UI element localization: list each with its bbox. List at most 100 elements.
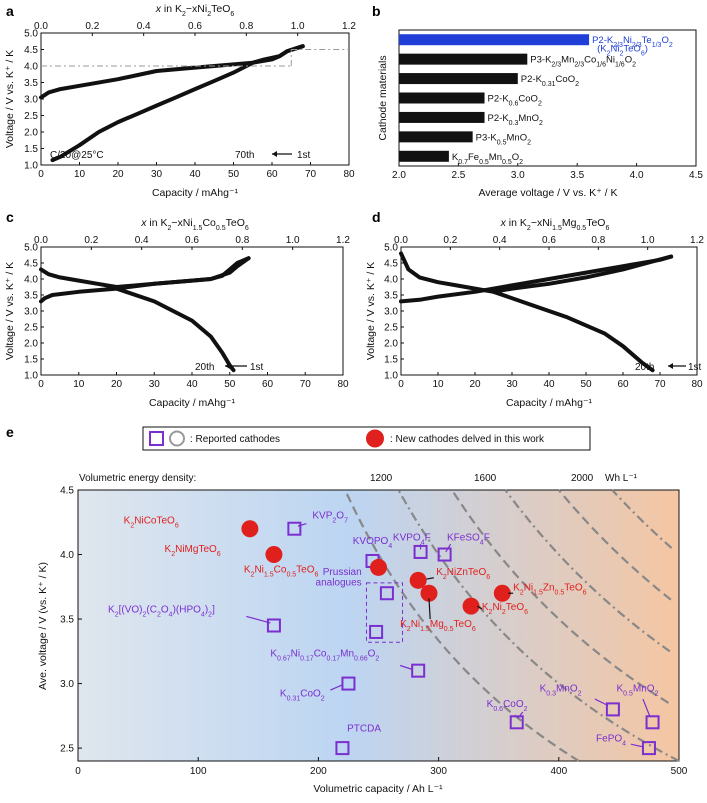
y-tick-label: 1.0 [24, 161, 38, 172]
new-cathode-label: K2Ni2TeO6 [482, 602, 528, 616]
panel-a: a x in K2−xNi2TeO6 0 10 20 30 40 50 60 70 800.0 0… [4, 3, 356, 199]
reported-label: KVPO4F [393, 532, 431, 546]
panel-d-label: d [372, 209, 381, 225]
new-cathode-leader [426, 577, 434, 580]
panel-a-xlabel: Capacity / mAhg⁻¹ [152, 187, 239, 199]
bar-1 [399, 53, 528, 65]
y-tick-label: 1.5 [24, 355, 38, 366]
panel-a-cycle-first: 1st [297, 150, 311, 161]
panel-e-xlabel: Volumetric capacity / Ah L⁻¹ [313, 783, 443, 795]
top-tick-label: 0.8 [591, 235, 605, 246]
discharge-curve [50, 44, 305, 163]
reported-marker [341, 676, 356, 691]
y-tick-label: 4.0 [24, 275, 38, 286]
prussian-label-2: analogues [316, 577, 362, 588]
x-tick-label: 80 [691, 379, 703, 390]
top-tick-label: 0.0 [394, 235, 408, 246]
top-tick-label: 0.0 [34, 235, 48, 246]
new-cathode-leader [428, 598, 431, 620]
x-tick-label: 4.0 [630, 170, 644, 181]
reported-marker [266, 618, 281, 633]
y-tick-label: 2.0 [384, 339, 398, 350]
y-tick-label: 2.0 [24, 339, 38, 350]
reported-leader [297, 522, 307, 527]
x-tick-label: 40 [543, 379, 555, 390]
reported-label: FePO4 [596, 734, 626, 748]
reported-marker [369, 624, 384, 639]
panel-e-ylabel: Ave. voltage / V (vs. K⁺ / K) [37, 562, 49, 690]
panel-a-top-label: x in K2−xNi2TeO6 [155, 3, 235, 18]
bar-label-0-alias: (K2Ni2TeO6) [597, 44, 648, 58]
panel-c: c x in K2−xNi1.5Co0.5TeO6 0 10 20 30 40 50 60 7… [4, 209, 350, 409]
new-cathode-marker [409, 571, 427, 589]
panel-d-cycle-first: 1st [688, 362, 702, 373]
energy-tick-1600: 1600 [474, 473, 497, 484]
panel-e: e : Reported cathodes : New cathodes del… [6, 424, 688, 795]
y-tick-label: 2.5 [60, 744, 74, 755]
legend-reported-text: : Reported cathodes [190, 434, 280, 445]
new-cathode-label: K2NiZnTeO6 [436, 567, 490, 581]
top-tick-label: 0.8 [235, 235, 249, 246]
panel-c-ylabel: Voltage / V vs. K⁺ / K [4, 262, 16, 360]
reported-leader [630, 743, 644, 748]
top-tick-label: 1.2 [690, 235, 704, 246]
new-cathode-label: K2Ni1.5Co0.5TeO6 [244, 565, 319, 579]
panel-c-label: c [6, 209, 14, 225]
discharge-tail-curve [491, 289, 655, 373]
cycle-arrow-head [272, 151, 277, 157]
x-tick-label: 80 [343, 169, 355, 180]
panel-c-top-label: x in K2−xNi1.5Co0.5TeO6 [140, 217, 249, 232]
panel-b-ylabel: Cathode materials [377, 55, 389, 140]
y-tick-label: 5.0 [24, 243, 38, 254]
new-cathode-label: K2Ni1.5Zn0.5TeO6 [513, 583, 587, 597]
y-tick-label: 3.0 [24, 95, 38, 106]
panel-d-plot: 0 10 20 30 40 50 60 70 80 0.0 0.2 0.4 0.6 0.8 1.0 1.2 1.… [384, 235, 704, 390]
energy-isoline [611, 489, 673, 549]
energy-isoline [451, 489, 670, 704]
reported-label: K0.5MnO2 [616, 683, 658, 697]
top-tick-label: 0.2 [443, 235, 457, 246]
top-tick-label: 0.2 [84, 235, 98, 246]
top-tick-label: 0.6 [188, 21, 202, 32]
y-tick-label: 3.0 [60, 679, 74, 690]
energy-isoline [504, 489, 671, 653]
x-tick-label: 70 [654, 379, 666, 390]
y-tick-label: 3.5 [384, 291, 398, 302]
y-tick-label: 4.0 [24, 62, 38, 73]
y-tick-label: 1.5 [24, 144, 38, 155]
y-tick-label: 2.5 [24, 111, 38, 122]
new-cathode-marker [370, 558, 387, 576]
reported-label: KFeSO4F [447, 532, 490, 546]
y-tick-label: 5.0 [384, 243, 398, 254]
y-tick-label: 1.5 [384, 355, 398, 366]
panel-e-plot: 0 100 200 300 400 500 2.5 3.0 3.5 4.0 4.5 Prussiana… [60, 486, 688, 778]
x-tick-label: 50 [580, 379, 592, 390]
panel-c-xlabel: Capacity / mAhg⁻¹ [149, 397, 236, 409]
top-tick-label: 1.0 [291, 21, 305, 32]
bar-label-2: P2-K0.31CoO2 [521, 74, 579, 88]
cycle-arrow-head [225, 363, 230, 369]
energy-isoline [557, 489, 672, 601]
panel-c-frame [40, 246, 344, 376]
legend-square-icon [149, 431, 164, 446]
y-tick-label: 1.0 [384, 371, 398, 382]
x-tick-label: 0 [75, 766, 81, 777]
reported-leader [330, 684, 343, 691]
panel-b: b 2.0 2.5 3.0 3.5 4.0 4.5 P2-K2/3Ni2/3Te1/3O2 P… [372, 3, 703, 199]
x-tick-label: 40 [189, 169, 201, 180]
new-cathode-marker [493, 584, 511, 602]
energy-density-label: Volumetric energy density: [79, 473, 196, 484]
y-tick-label: 4.0 [384, 275, 398, 286]
top-tick-label: 0.2 [85, 21, 99, 32]
discharge-curve [39, 256, 251, 289]
panel-b-label: b [372, 3, 381, 19]
panel-a-cycle-last: 70th [235, 150, 254, 161]
panel-a-label: a [6, 3, 14, 19]
top-tick-label: 0.6 [185, 235, 199, 246]
discharge-curve [399, 251, 674, 294]
top-tick-label: 0.8 [239, 21, 253, 32]
y-tick-label: 2.5 [24, 323, 38, 334]
reported-leader [246, 615, 271, 624]
legend-new-dot-icon [366, 429, 384, 448]
bar-4 [399, 111, 485, 123]
